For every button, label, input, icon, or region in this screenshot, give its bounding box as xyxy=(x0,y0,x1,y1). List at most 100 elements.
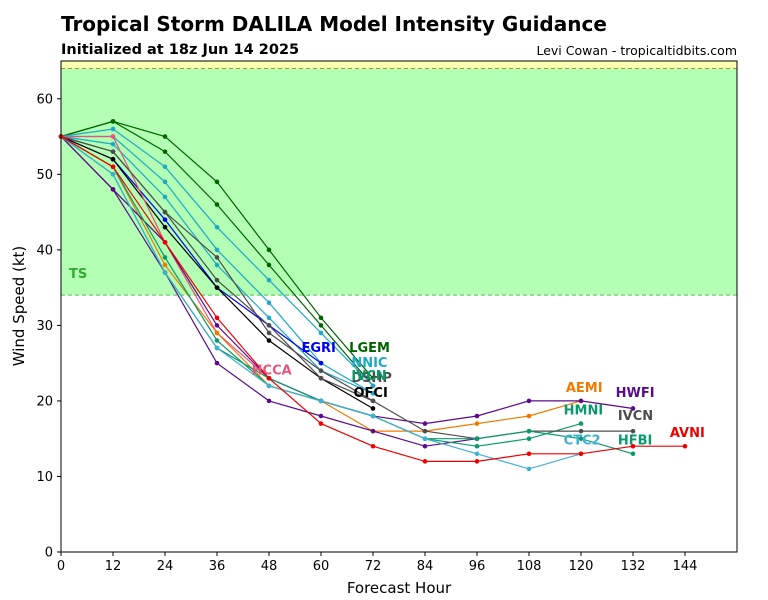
data-point-2-1 xyxy=(110,126,116,132)
data-point-5-5 xyxy=(318,368,324,374)
data-point-6-5 xyxy=(318,360,324,366)
data-point-13-11 xyxy=(630,428,636,434)
data-point-15-1 xyxy=(110,172,116,177)
data-point-10-8 xyxy=(474,413,480,419)
data-point-2-2 xyxy=(162,164,168,170)
data-point-2-6 xyxy=(370,383,376,389)
data-point-0-4 xyxy=(266,247,272,253)
model-label-avni: AVNI xyxy=(670,426,705,441)
chart-credit: Levi Cowan - tropicaltidbits.com xyxy=(536,43,737,58)
data-point-16-3 xyxy=(214,315,220,321)
data-point-9-8 xyxy=(474,421,480,426)
data-point-15-6 xyxy=(370,413,376,419)
model-label-ctc2: CTC2 xyxy=(564,434,601,449)
data-point-12-9 xyxy=(526,436,532,441)
data-point-4-2 xyxy=(162,194,168,200)
x-tick-label: 12 xyxy=(105,559,122,574)
x-tick-label: 120 xyxy=(569,559,594,574)
x-tick-label: 84 xyxy=(417,559,434,574)
data-point-4-4 xyxy=(266,315,272,321)
data-point-14-9 xyxy=(526,428,532,434)
y-tick-label: 30 xyxy=(36,319,53,334)
data-point-7-3 xyxy=(214,285,220,290)
data-point-0-5 xyxy=(318,315,324,321)
x-tick-label: 96 xyxy=(469,559,486,574)
model-label-hmni: HMNI xyxy=(564,404,604,419)
data-point-5-3 xyxy=(214,255,220,260)
data-point-10-9 xyxy=(526,398,532,404)
data-point-16-8 xyxy=(474,459,480,464)
data-point-7-6 xyxy=(370,406,376,411)
data-point-3-2 xyxy=(162,179,168,185)
axes: 0 12 24 36 48 60 72 84 96 108 120 132 144 0 10 20 30 40 50… xyxy=(36,60,738,574)
data-point-10-7 xyxy=(422,421,428,426)
data-point-7-4 xyxy=(266,338,272,343)
data-point-10-11 xyxy=(630,406,636,411)
x-tick-label: 0 xyxy=(57,559,65,574)
data-point-10-10 xyxy=(578,398,584,404)
data-point-2-3 xyxy=(214,224,220,230)
data-point-1-2 xyxy=(162,149,168,154)
y-axis-label: Wind Speed (kt) xyxy=(10,246,28,367)
model-label-ivcn: IVCN xyxy=(618,409,653,424)
model-series xyxy=(58,119,688,472)
chart-title: Tropical Storm DALILA Model Intensity Gu… xyxy=(61,12,607,36)
data-point-9-2 xyxy=(162,262,168,268)
y-tick-label: 0 xyxy=(45,546,53,561)
model-label-egri: EGRI xyxy=(302,341,336,356)
x-axis-label: Forecast Hour xyxy=(347,579,452,597)
data-point-8-1 xyxy=(110,134,116,139)
data-point-15-8 xyxy=(474,451,480,457)
data-point-1-5 xyxy=(318,323,324,328)
model-label-hwfi: HWFI xyxy=(616,386,655,401)
model-label-ivcn: IVCN xyxy=(351,369,386,384)
data-point-6-2 xyxy=(162,217,168,222)
data-point-13-7 xyxy=(422,428,428,434)
data-point-0-6 xyxy=(370,375,376,381)
data-point-16-7 xyxy=(422,459,428,464)
data-point-0-3 xyxy=(214,179,220,185)
data-point-13-1 xyxy=(110,149,116,154)
band-label-0: TS xyxy=(69,267,87,282)
data-point-13-10 xyxy=(578,428,584,434)
data-point-16-10 xyxy=(578,451,584,457)
data-point-12-8 xyxy=(474,443,480,449)
data-point-16-1 xyxy=(110,164,116,170)
data-point-15-2 xyxy=(162,270,168,275)
data-point-14-10 xyxy=(578,436,584,441)
band-1 xyxy=(61,61,737,69)
data-point-16-2 xyxy=(162,239,168,245)
data-point-2-4 xyxy=(266,277,272,283)
data-point-16-4 xyxy=(266,375,272,381)
data-point-11-7 xyxy=(422,443,428,449)
model-label-nnic: NNIC xyxy=(351,356,387,371)
data-point-11-1 xyxy=(110,187,116,192)
data-point-16-12 xyxy=(682,443,688,449)
x-tick-label: 132 xyxy=(621,559,646,574)
model-label-dshp: DSHP xyxy=(351,371,392,386)
data-point-11-4 xyxy=(266,398,272,404)
chart-subtitle: Initialized at 18z Jun 14 2025 xyxy=(61,42,299,58)
data-point-1-4 xyxy=(266,262,272,268)
model-label-ofci: OFCI xyxy=(354,386,388,401)
y-tick-label: 60 xyxy=(36,92,53,107)
x-tick-label: 108 xyxy=(517,559,542,574)
data-point-15-9 xyxy=(526,466,532,472)
data-point-14-11 xyxy=(630,451,636,457)
y-tick-label: 40 xyxy=(36,243,53,258)
model-label-lgem: LGEM xyxy=(349,341,390,356)
data-point-13-5 xyxy=(318,375,324,381)
data-point-5-4 xyxy=(266,330,272,336)
data-point-9-9 xyxy=(526,413,532,419)
data-point-13-4 xyxy=(266,323,272,328)
data-point-9-3 xyxy=(214,330,220,336)
data-point-7-2 xyxy=(162,224,168,230)
data-point-4-3 xyxy=(214,262,220,268)
x-tick-label: 144 xyxy=(673,559,698,574)
series-ivcn xyxy=(58,134,636,441)
x-tick-label: 24 xyxy=(157,559,174,574)
y-tick-label: 10 xyxy=(36,470,53,485)
data-point-11-3 xyxy=(214,360,220,366)
